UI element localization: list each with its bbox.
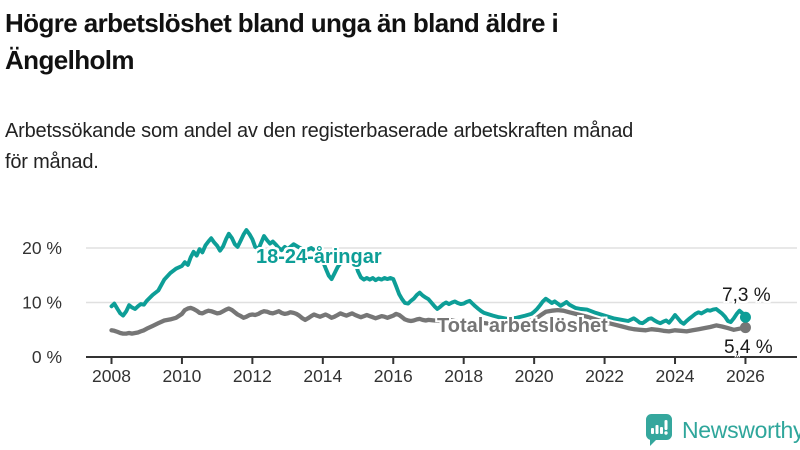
series-end-dot-total (739, 322, 751, 334)
x-tick-label: 2012 (233, 366, 272, 386)
end-value-label-total: 5,4 % (724, 337, 773, 358)
series-label-youth: 18-24-åringar (256, 246, 382, 268)
newsworthy-wordmark: Newsworthy (682, 416, 800, 443)
page-title-line1: Högre arbetslöshet bland unga än bland ä… (5, 8, 559, 38)
y-tick-label: 10 % (22, 293, 62, 313)
y-tick-label: 0 % (32, 347, 62, 367)
series-label-total: Total arbetslöshet (437, 315, 608, 337)
chart-subtitle-line2: för månad. (5, 151, 99, 173)
series-line-total (109, 305, 748, 336)
x-tick-label: 2014 (303, 366, 342, 386)
x-tick-label: 2018 (444, 366, 483, 386)
y-tick-label: 20 % (22, 238, 62, 258)
page-title-line2: Ängelholm (5, 45, 135, 75)
chart-subtitle-line1: Arbetssökande som andel av den registerb… (5, 120, 634, 142)
x-tick-label: 2026 (726, 366, 765, 386)
x-tick-label: 2016 (374, 366, 413, 386)
chart-subtitle: Arbetssökande som andel av den registerb… (5, 116, 797, 178)
x-tick-label: 2022 (585, 366, 624, 386)
newsworthy-logo[interactable]: Newsworthy (645, 413, 800, 447)
x-tick-label: 2024 (656, 366, 695, 386)
page-title: Högre arbetslöshet bland unga än bland ä… (5, 5, 775, 79)
newsworthy-bubble-chart-icon (646, 414, 672, 446)
x-tick-label: 2020 (515, 366, 554, 386)
x-tick-label: 2008 (92, 366, 131, 386)
end-value-label-youth: 7,3 % (722, 285, 771, 306)
x-tick-label: 2010 (162, 366, 201, 386)
series-line-youth (109, 228, 748, 326)
series-end-dot-youth (739, 311, 751, 323)
